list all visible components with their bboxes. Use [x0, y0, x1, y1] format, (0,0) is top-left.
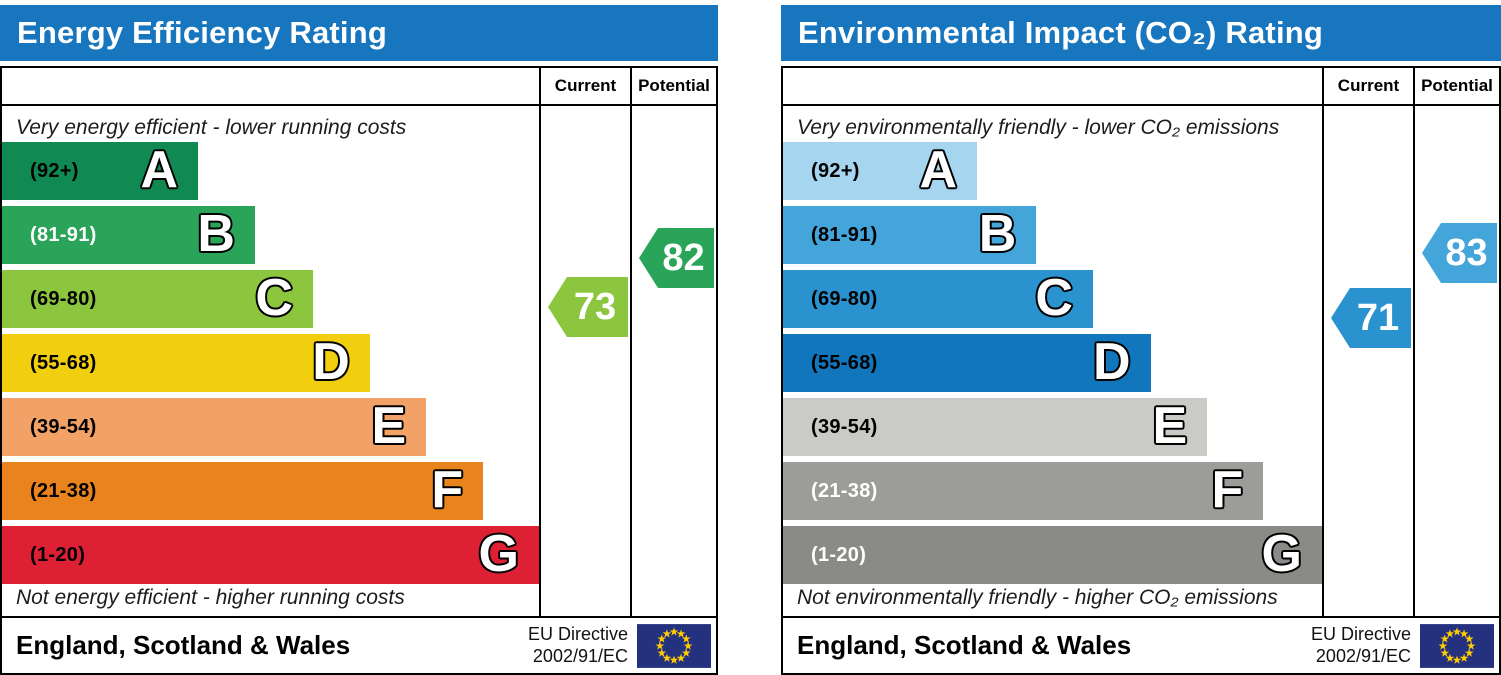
environmental-band-g: (1-20) G — [783, 526, 1322, 584]
environmental-band-a: (92+) A — [783, 140, 978, 200]
energy-band-a-range: (92+) — [30, 159, 79, 182]
environmental-band-g-range: (1-20) — [811, 543, 867, 566]
environmental-eu-directive-line2: 2002/91/EC — [1315, 645, 1411, 666]
environmental-current-value-cell: 71 — [1322, 106, 1413, 616]
energy-top-caption: Very energy efficient - lower running co… — [16, 116, 407, 139]
environmental-table-header-row: Current Potential — [783, 68, 1499, 106]
energy-band-e-letter: E — [371, 396, 407, 455]
energy-potential-rating-arrow: 82 — [639, 228, 714, 288]
environmental-band-f-range: (21-38) — [811, 479, 878, 502]
energy-header-spacer-cell — [2, 68, 539, 104]
environmental-band-c: (69-80) C — [783, 270, 1093, 328]
energy-potential-rating-value: 82 — [662, 236, 705, 279]
energy-band-g: (1-20) G — [2, 526, 539, 584]
environmental-potential-rating-arrow: 83 — [1422, 223, 1497, 283]
energy-panel-title: Energy Efficiency Rating — [17, 15, 388, 50]
energy-band-f: (21-38) F — [2, 460, 484, 520]
energy-band-d-letter: D — [312, 332, 350, 391]
environmental-eu-directive-line1: EU Directive — [1310, 624, 1411, 645]
energy-bottom-caption: Not energy efficient - higher running co… — [16, 586, 405, 609]
energy-band-e: (39-54) E — [2, 396, 427, 456]
energy-region-label: England, Scotland & Wales — [16, 630, 351, 660]
environmental-current-column-header: Current — [1322, 68, 1413, 104]
environmental-band-a-letter: A — [919, 140, 958, 199]
environmental-potential-column-header: Potential — [1413, 68, 1499, 104]
environmental-band-b-letter: B — [978, 204, 1017, 263]
energy-eu-directive-line2: 2002/91/EC — [532, 645, 628, 666]
energy-band-b-letter: B — [197, 204, 235, 263]
environmental-current-rating-arrow: 71 — [1331, 288, 1411, 348]
environmental-top-caption: Very environmentally friendly - lower CO… — [797, 116, 1280, 139]
environmental-impact-rating-panel: Environmental Impact (CO₂) Rating Curren… — [781, 0, 1501, 675]
environmental-band-e-range: (39-54) — [811, 415, 878, 438]
environmental-potential-column-label: Potential — [1421, 76, 1493, 95]
energy-band-d-range: (55-68) — [30, 351, 97, 374]
energy-table-body: Very energy efficient - lower running co… — [2, 106, 716, 616]
environmental-band-b-range: (81-91) — [811, 223, 878, 246]
energy-current-rating-arrow: 73 — [548, 277, 628, 337]
energy-bands-area: Very energy efficient - lower running co… — [2, 106, 539, 616]
energy-band-g-range: (1-20) — [30, 543, 86, 566]
energy-band-b: (81-91) B — [2, 206, 255, 264]
energy-band-e-range: (39-54) — [30, 415, 97, 438]
energy-eu-directive-label: EU Directive 2002/91/EC — [528, 624, 628, 666]
environmental-band-d-letter: D — [1093, 332, 1131, 391]
energy-eu-directive-line1: EU Directive — [527, 624, 628, 645]
energy-current-rating-value: 73 — [573, 285, 617, 328]
energy-band-f-letter: F — [431, 460, 464, 519]
environmental-bands-area: Very environmentally friendly - lower CO… — [783, 106, 1322, 616]
energy-potential-column-label: Potential — [638, 76, 710, 95]
environmental-eu-directive-label: EU Directive 2002/91/EC — [1311, 624, 1411, 666]
environmental-band-a-range: (92+) — [811, 159, 860, 182]
energy-table-footer: England, Scotland & Wales EU Directive 2… — [2, 616, 716, 673]
energy-band-a: (92+) A — [2, 142, 198, 200]
environmental-region-label: England, Scotland & Wales — [797, 630, 1132, 660]
environmental-band-d-range: (55-68) — [811, 351, 878, 374]
energy-band-b-range: (81-91) — [30, 223, 97, 246]
environmental-band-b: (81-91) B — [783, 204, 1037, 264]
energy-title-bar: Energy Efficiency Rating — [0, 5, 718, 61]
energy-current-column-label: Current — [554, 76, 617, 95]
environmental-band-e-letter: E — [1152, 396, 1188, 455]
environmental-title-bar: Environmental Impact (CO₂) Rating — [781, 5, 1501, 61]
energy-band-c-range: (69-80) — [30, 287, 97, 310]
eu-flag-icon — [1420, 623, 1494, 668]
environmental-rating-table: Current Potential Very environmentally f… — [781, 66, 1501, 675]
energy-current-column-header: Current — [539, 68, 630, 104]
energy-band-a-letter: A — [140, 140, 178, 199]
energy-potential-value-cell: 82 — [630, 106, 716, 616]
environmental-band-c-letter: C — [1035, 268, 1073, 327]
environmental-current-column-label: Current — [1337, 76, 1400, 95]
energy-band-d: (55-68) D — [2, 334, 370, 392]
environmental-table-body: Very environmentally friendly - lower CO… — [783, 106, 1499, 616]
environmental-band-f: (21-38) F — [783, 460, 1264, 520]
environmental-bottom-caption: Not environmentally friendly - higher CO… — [797, 586, 1278, 609]
energy-band-c: (69-80) C — [2, 270, 313, 328]
energy-band-f-range: (21-38) — [30, 479, 97, 502]
energy-potential-column-header: Potential — [630, 68, 716, 104]
environmental-band-c-range: (69-80) — [811, 287, 878, 310]
environmental-current-rating-value: 71 — [1356, 296, 1400, 339]
energy-band-g-letter: G — [478, 524, 519, 583]
environmental-band-e: (39-54) E — [783, 396, 1208, 456]
energy-table-header-row: Current Potential — [2, 68, 716, 106]
energy-current-value-cell: 73 — [539, 106, 630, 616]
environmental-header-spacer-cell — [783, 68, 1322, 104]
energy-efficiency-rating-panel: Energy Efficiency Rating Current Potenti… — [0, 0, 718, 675]
environmental-panel-title: Environmental Impact (CO₂) Rating — [798, 15, 1324, 50]
environmental-band-g-letter: G — [1261, 524, 1302, 583]
energy-rating-table: Current Potential Very energy efficient … — [0, 66, 718, 675]
energy-band-c-letter: C — [255, 268, 293, 327]
environmental-potential-value-cell: 83 — [1413, 106, 1499, 616]
environmental-band-f-letter: F — [1211, 460, 1244, 519]
eu-flag-icon — [637, 623, 711, 668]
environmental-band-d: (55-68) D — [783, 334, 1151, 392]
environmental-potential-rating-value: 83 — [1445, 231, 1488, 274]
environmental-table-footer: England, Scotland & Wales EU Directive 2… — [783, 616, 1499, 673]
